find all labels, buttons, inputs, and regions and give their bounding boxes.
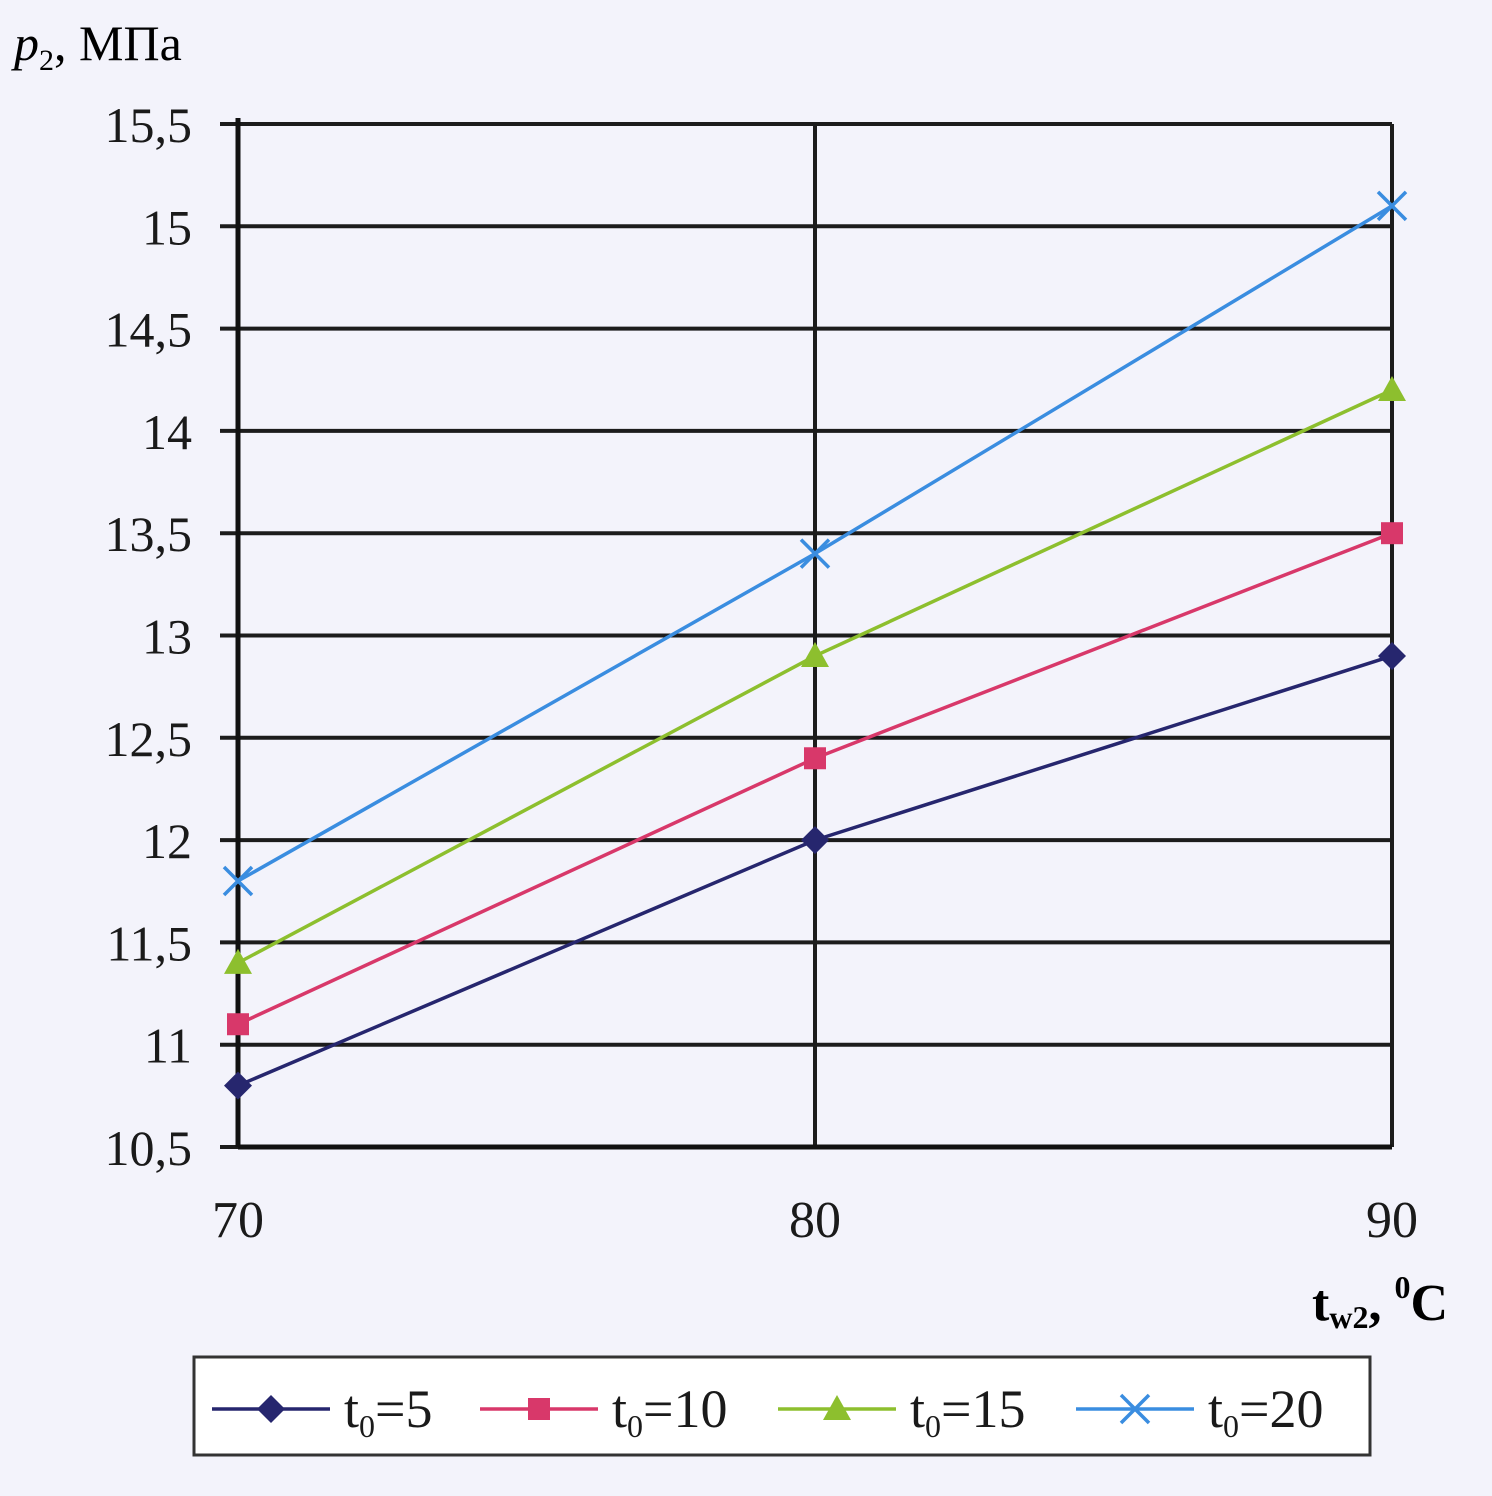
x-tick-label: 70	[212, 1192, 264, 1249]
x-axis-symbol: t	[1312, 1275, 1330, 1332]
legend: t0=5 t0=10 t0=15 t0=20	[192, 1355, 1372, 1457]
cross-stroke	[1376, 190, 1408, 222]
cross-stroke	[1119, 1393, 1151, 1425]
legend-item: t0=10	[480, 1379, 727, 1444]
x-axis-unit-prefix: ,	[1368, 1275, 1394, 1332]
y-tick-label: 15,5	[105, 97, 193, 153]
data-point	[801, 826, 829, 855]
data-point	[804, 747, 826, 770]
legend-marker	[823, 1395, 851, 1420]
x-tick-label: 90	[1366, 1192, 1418, 1249]
legend-marker	[257, 1395, 285, 1423]
axes	[235, 118, 1392, 1150]
y-tick-label: 14,5	[105, 302, 193, 358]
x-axis-subscript: w2	[1329, 1299, 1368, 1335]
series-group	[222, 190, 1408, 1100]
data-point	[1381, 522, 1403, 545]
y-axis-subscript: 2	[39, 44, 54, 77]
y-axis-unit: , МПа	[54, 15, 182, 71]
series-t0=10	[227, 522, 1403, 1036]
legend-label: t0=20	[1208, 1379, 1323, 1444]
legend-item: t0=15	[778, 1379, 1025, 1444]
x-axis-unit: C	[1410, 1275, 1448, 1332]
data-point	[801, 641, 829, 667]
legend-item: t0=5	[212, 1379, 432, 1444]
data-point	[224, 1071, 252, 1100]
y-tick-label: 11	[144, 1018, 192, 1074]
cross-stroke	[799, 538, 831, 569]
data-point	[1378, 641, 1406, 670]
series-t0=5	[224, 641, 1406, 1100]
x-tick-label: 80	[789, 1192, 841, 1249]
legend-label: t0=5	[344, 1379, 432, 1444]
grid	[220, 122, 1394, 1149]
legend-item: t0=20	[1076, 1379, 1323, 1444]
y-tick-label: 12,5	[105, 711, 193, 767]
legend-marker	[528, 1398, 550, 1420]
legend-box	[192, 1355, 1372, 1457]
y-tick-label: 14	[142, 404, 192, 460]
legend-marker	[1119, 1393, 1151, 1425]
data-point	[224, 948, 252, 974]
tick-labels: 10,5 11 11,5 12 12,5 13 13,5 14 14,5 15 15,5 70 80 90	[105, 97, 1419, 1249]
y-tick-label: 12	[142, 813, 192, 869]
x-axis-label: tw2, 0C	[1312, 1269, 1448, 1335]
data-point	[799, 538, 831, 569]
y-tick-label: 15	[142, 199, 192, 255]
y-tick-label: 10,5	[105, 1120, 193, 1176]
data-point	[1378, 375, 1406, 401]
x-axis-superscript: 0	[1394, 1269, 1410, 1305]
data-point	[1376, 190, 1408, 222]
data-point	[227, 1013, 249, 1036]
legend-label: t0=15	[910, 1379, 1025, 1444]
series-t0=20	[222, 190, 1408, 897]
y-axis-label: p2, МПа	[11, 15, 182, 77]
y-tick-label: 13,5	[105, 506, 193, 562]
data-point	[222, 865, 254, 897]
y-tick-label: 11,5	[106, 915, 192, 971]
cross-stroke	[222, 865, 254, 897]
legend-label: t0=10	[612, 1379, 727, 1444]
y-axis-symbol: p	[11, 15, 39, 71]
series-t0=15	[224, 375, 1406, 974]
y-tick-label: 13	[142, 609, 192, 665]
